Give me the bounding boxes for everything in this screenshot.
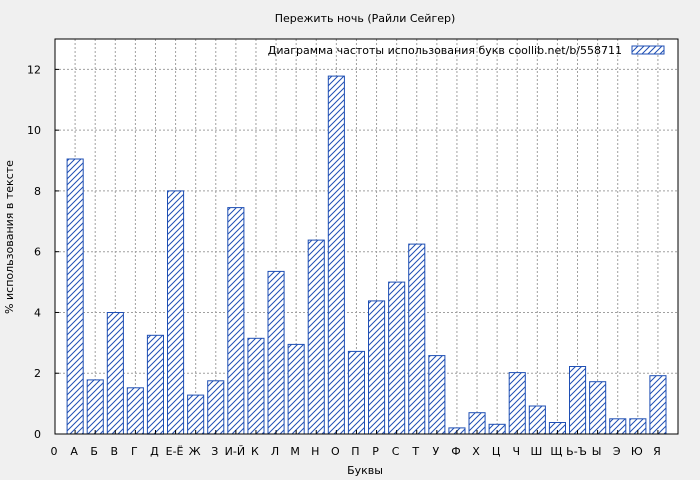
bar-Я xyxy=(649,375,667,435)
x-tick-label: Ф xyxy=(451,445,460,458)
chart-title: Пережить ночь (Райли Сейгер) xyxy=(275,12,456,25)
bar-Н xyxy=(307,239,325,435)
x-tick-label: Ь-Ъ xyxy=(566,445,587,458)
x-tick-label: Щ xyxy=(550,445,562,458)
bar-У xyxy=(428,355,446,435)
bar-М xyxy=(287,343,305,435)
y-tick-label: 8 xyxy=(34,185,41,198)
x-tick-label: Э xyxy=(613,445,621,458)
legend-label: Диаграмма частоты использования букв coo… xyxy=(268,44,622,57)
x-tick-label: Д xyxy=(150,445,159,458)
x-tick-label: Б xyxy=(90,445,98,458)
bar-Г xyxy=(126,387,144,435)
x-tick-label: Ю xyxy=(631,445,643,458)
bar-Т xyxy=(408,243,426,435)
bar-В xyxy=(106,312,124,435)
bar-Л xyxy=(267,270,285,435)
x-tick-label: Л xyxy=(271,445,279,458)
bar-А xyxy=(66,158,84,435)
y-tick-label: 6 xyxy=(34,246,41,259)
x-tick-label: И-Й xyxy=(225,445,245,458)
x-tick-label: Р xyxy=(372,445,379,458)
x-tick-label: Ы xyxy=(592,445,602,458)
bar-П xyxy=(347,350,365,435)
bar-Д xyxy=(146,334,164,435)
bar-Ы xyxy=(589,381,607,435)
bar-И-Й xyxy=(227,207,245,435)
y-axis-label: % использования в тексте xyxy=(3,160,16,314)
x-tick-label: З xyxy=(211,445,218,458)
x-tick-label: Ж xyxy=(189,445,201,458)
y-tick-label: 2 xyxy=(34,367,41,380)
x-tick-label: М xyxy=(290,445,300,458)
x-tick-label: Е-Ё xyxy=(166,445,184,458)
y-tick-label: 4 xyxy=(34,306,41,319)
x-tick-label: Ч xyxy=(512,445,520,458)
x-tick-label: Г xyxy=(131,445,138,458)
bar-Б xyxy=(86,379,104,435)
x-tick-label: Ш xyxy=(530,445,542,458)
legend: Диаграмма частоты использования букв coo… xyxy=(268,44,665,57)
bar-Ч xyxy=(508,372,526,435)
x-tick-label: П xyxy=(351,445,359,458)
bar-О xyxy=(327,75,345,435)
y-tick-label: 0 xyxy=(34,428,41,441)
legend-swatch xyxy=(631,45,665,55)
x-tick-label: В xyxy=(111,445,119,458)
bar-К xyxy=(247,337,265,435)
y-axis: 0 2 4 6 8 10 12 xyxy=(27,63,59,441)
bar-С xyxy=(388,281,406,435)
x-axis-label: Буквы xyxy=(347,464,383,477)
x-axis: 0 А Б В Г Д Е-Ё Ж З И-Й К Л М Н О П Р С Т У Ф Х Ц Ч Ш Щ Ь-Ъ Ы Э Ю Я xyxy=(51,430,661,458)
y-tick-label: 12 xyxy=(27,63,41,76)
bar-Ь-Ъ xyxy=(569,366,587,435)
plot-frame xyxy=(54,38,679,435)
x-tick-label: Ц xyxy=(492,445,501,458)
bar-Ж xyxy=(187,394,205,435)
x-tick-label: А xyxy=(70,445,78,458)
bars xyxy=(66,75,667,435)
x-tick-label: Х xyxy=(472,445,480,458)
bar-Е-Ё xyxy=(167,190,185,435)
x-tick-label: К xyxy=(251,445,259,458)
x-tick-label: У xyxy=(432,445,439,458)
y-tick-label: 10 xyxy=(27,124,41,137)
x-tick-label: Т xyxy=(411,445,419,458)
bar-Р xyxy=(368,300,386,435)
x-tick-label: 0 xyxy=(51,445,58,458)
x-tick-label: С xyxy=(392,445,400,458)
x-tick-label: Я xyxy=(653,445,661,458)
x-tick-label: О xyxy=(331,445,340,458)
bar-Ш xyxy=(528,405,546,435)
bar-З xyxy=(207,380,225,435)
x-tick-label: Н xyxy=(311,445,319,458)
